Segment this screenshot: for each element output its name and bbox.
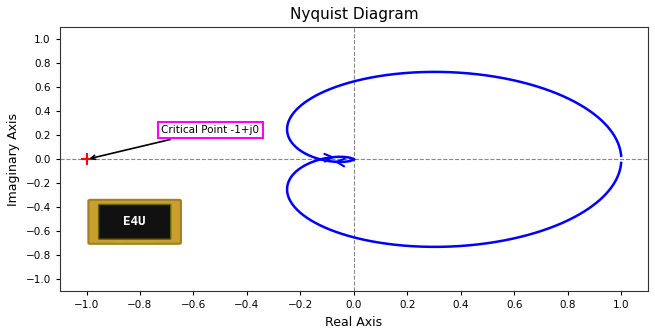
Bar: [90, 226, 97, 231]
FancyBboxPatch shape: [88, 200, 181, 244]
Bar: [128, 240, 141, 243]
Bar: [90, 212, 97, 218]
Bar: [172, 212, 179, 218]
Bar: [143, 201, 155, 204]
Bar: [128, 201, 141, 204]
Bar: [114, 240, 126, 243]
Y-axis label: Imaginary Axis: Imaginary Axis: [7, 113, 20, 206]
Bar: [143, 240, 155, 243]
Bar: [172, 226, 179, 231]
Bar: [114, 201, 126, 204]
Bar: [90, 219, 97, 224]
FancyBboxPatch shape: [98, 204, 171, 239]
X-axis label: Real Axis: Real Axis: [326, 316, 383, 329]
Bar: [172, 219, 179, 224]
Title: Nyquist Diagram: Nyquist Diagram: [290, 7, 419, 22]
Text: Critical Point -1+j0: Critical Point -1+j0: [91, 125, 259, 159]
Text: E4U: E4U: [123, 215, 146, 228]
